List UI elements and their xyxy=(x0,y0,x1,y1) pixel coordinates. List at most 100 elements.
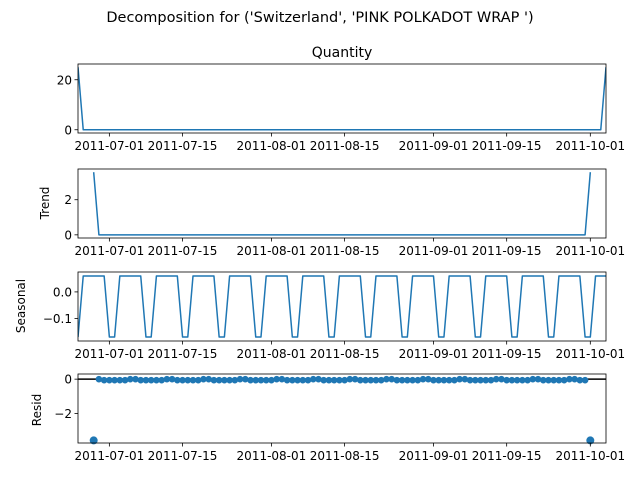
resid-point-2011-08-24 xyxy=(388,375,395,383)
resid-point-2011-07-29 xyxy=(252,376,260,384)
resid-point-2011-07-20 xyxy=(205,375,212,383)
trend-xtick-label-1: 2011-07-15 xyxy=(148,244,218,258)
seasonal-xtick-label-3: 2011-08-15 xyxy=(310,347,380,361)
resid-point-2011-09-24 xyxy=(550,376,558,384)
panel-ylabel-trend: Trend xyxy=(38,187,52,221)
seasonal-xtick-label-2: 2011-08-01 xyxy=(237,347,307,361)
resid-point-2011-09-22 xyxy=(539,376,547,384)
resid-point-2011-07-28 xyxy=(247,376,254,384)
quantity-xtick-label-2: 2011-08-01 xyxy=(237,139,307,153)
resid-point-2011-08-20 xyxy=(367,376,375,384)
resid-point-2011-08-10 xyxy=(315,375,322,383)
resid-outlier-point-2011-06-28 xyxy=(89,436,98,445)
resid-point-2011-09-17 xyxy=(513,376,521,384)
resid-point-2011-08-11 xyxy=(320,376,328,384)
resid-xtick-label-3: 2011-08-15 xyxy=(310,449,380,463)
resid-point-2011-08-02 xyxy=(273,375,280,383)
resid-point-2011-07-31 xyxy=(262,376,270,384)
resid-point-2011-08-28 xyxy=(409,376,416,384)
panel-seasonal-marks xyxy=(78,275,606,338)
resid-point-2011-09-02 xyxy=(435,376,443,384)
resid-point-2011-08-30 xyxy=(419,375,427,383)
resid-point-2011-07-12 xyxy=(163,375,171,383)
resid-point-2011-09-05 xyxy=(451,376,458,384)
resid-point-2011-07-11 xyxy=(158,376,165,384)
resid-point-2011-09-14 xyxy=(498,375,505,383)
resid-point-2011-08-19 xyxy=(362,376,369,384)
resid-outlier-point-2011-10-01 xyxy=(586,436,595,445)
resid-point-2011-08-01 xyxy=(268,376,275,384)
resid-point-2011-08-09 xyxy=(309,375,317,383)
resid-point-2011-09-25 xyxy=(555,376,563,384)
resid-point-2011-07-09 xyxy=(147,376,155,384)
resid-point-2011-08-04 xyxy=(283,376,291,384)
resid-point-2011-09-12 xyxy=(487,376,495,384)
resid-point-2011-08-23 xyxy=(383,375,390,383)
seasonal-xtick-label-0: 2011-07-01 xyxy=(74,347,144,361)
panel-seasonal: Seasonal 0.0 −0.1 2011-07-01 2011-07-15 2011… xyxy=(14,271,625,361)
resid-point-2011-09-28 xyxy=(571,375,578,383)
resid-point-2011-07-24 xyxy=(226,376,233,384)
quantity-xtick-label-4: 2011-09-01 xyxy=(399,139,469,153)
quantity-xtick-label-6: 2011-10-01 xyxy=(555,139,625,153)
panel-trend-ticks: 0 2 2011-07-01 2011-07-15 2011-08-01 2011-08-… xyxy=(64,193,625,258)
resid-point-2011-07-08 xyxy=(142,376,150,384)
resid-point-2011-07-16 xyxy=(184,376,192,384)
panel-resid-marks xyxy=(78,375,606,445)
resid-point-2011-07-13 xyxy=(168,375,176,383)
resid-point-2011-08-22 xyxy=(377,376,385,384)
resid-point-2011-09-07 xyxy=(461,375,469,383)
panel-quantity-ticks: 0 20 2011-07-01 2011-07-15 2011-08-01 2011-08… xyxy=(57,73,625,153)
resid-point-2011-08-13 xyxy=(330,376,338,384)
resid-xtick-label-0: 2011-07-01 xyxy=(74,449,144,463)
resid-point-2011-08-15 xyxy=(341,376,348,384)
resid-ytick-label-0: 0 xyxy=(64,373,72,387)
panel-resid-ticks: 0 −2 2011-07-01 2011-07-15 2011-08-01 2011-08… xyxy=(54,373,625,463)
figure-suptitle: Decomposition for ('Switzerland', 'PINK … xyxy=(106,10,533,26)
resid-xtick-label-6: 2011-10-01 xyxy=(555,449,625,463)
panel-quantity-marks xyxy=(78,67,606,131)
resid-point-2011-09-26 xyxy=(560,376,568,384)
resid-point-2011-07-15 xyxy=(179,376,186,384)
resid-point-2011-07-14 xyxy=(174,376,181,384)
resid-point-2011-09-10 xyxy=(477,376,484,384)
trend-ytick-label-0: 0 xyxy=(64,228,72,242)
quantity-xtick-label-0: 2011-07-01 xyxy=(74,139,144,153)
seasonal-ytick-label-0: 0.0 xyxy=(53,285,72,299)
resid-point-2011-07-23 xyxy=(221,376,228,384)
resid-xtick-label-4: 2011-09-01 xyxy=(399,449,469,463)
resid-point-2011-07-05 xyxy=(126,375,134,383)
resid-point-2011-08-08 xyxy=(304,376,312,384)
panel-resid-frame xyxy=(77,373,607,444)
resid-point-2011-09-01 xyxy=(430,376,437,384)
trend-xtick-label-0: 2011-07-01 xyxy=(74,244,144,258)
resid-point-2011-07-07 xyxy=(137,376,145,384)
resid-point-2011-09-08 xyxy=(466,376,474,384)
resid-point-2011-07-10 xyxy=(153,376,160,384)
resid-point-2011-08-25 xyxy=(393,376,401,384)
panel-trend-frame xyxy=(77,168,607,239)
quantity-xtick-label-5: 2011-09-15 xyxy=(472,139,542,153)
resid-point-2011-09-27 xyxy=(566,375,573,383)
resid-point-2011-07-19 xyxy=(200,375,207,383)
resid-xtick-label-5: 2011-09-15 xyxy=(472,449,542,463)
resid-point-2011-08-18 xyxy=(356,376,364,384)
resid-point-2011-08-31 xyxy=(424,375,432,383)
resid-point-2011-09-23 xyxy=(545,376,552,384)
resid-point-2011-09-11 xyxy=(482,376,490,384)
seasonal-xtick-label-4: 2011-09-01 xyxy=(399,347,469,361)
resid-xtick-label-1: 2011-07-15 xyxy=(148,449,218,463)
resid-point-2011-09-29 xyxy=(576,376,584,384)
quantity-ytick-label-0: 0 xyxy=(64,123,72,137)
panel-trend-marks xyxy=(92,172,592,236)
resid-point-2011-08-29 xyxy=(414,376,422,384)
resid-point-2011-07-01 xyxy=(106,376,113,384)
trend-xtick-label-6: 2011-10-01 xyxy=(555,244,625,258)
quantity-ytick-label-1: 20 xyxy=(57,73,72,87)
panel-seasonal-frame xyxy=(77,271,607,342)
trend-xtick-label-3: 2011-08-15 xyxy=(310,244,380,258)
resid-point-2011-08-16 xyxy=(346,375,354,383)
